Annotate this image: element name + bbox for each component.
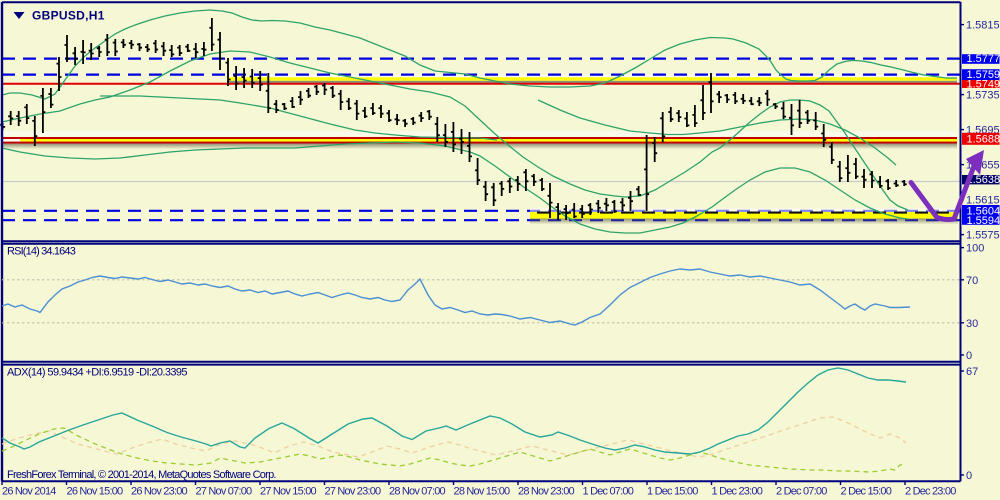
svg-text:100: 100 (966, 243, 984, 255)
svg-text:28 Nov 15:00: 28 Nov 15:00 (454, 486, 511, 498)
svg-text:1 Dec 07:00: 1 Dec 07:00 (583, 486, 634, 498)
svg-text:1.5815: 1.5815 (966, 20, 1000, 32)
svg-text:1.5615: 1.5615 (966, 195, 1000, 207)
svg-text:1.5759: 1.5759 (967, 69, 1000, 81)
svg-text:1.5575: 1.5575 (966, 230, 1000, 242)
svg-text:1 Dec 23:00: 1 Dec 23:00 (712, 486, 763, 498)
svg-text:67: 67 (966, 366, 978, 378)
svg-text:70: 70 (966, 275, 978, 287)
svg-text:26 Nov 23:00: 26 Nov 23:00 (131, 486, 188, 498)
svg-text:RSI(14) 34.1643: RSI(14) 34.1643 (7, 246, 76, 258)
svg-text:0: 0 (966, 470, 972, 482)
svg-text:27 Nov 07:00: 27 Nov 07:00 (196, 486, 253, 498)
svg-text:26 Nov 15:00: 26 Nov 15:00 (67, 486, 124, 498)
svg-text:26 Nov 2014: 26 Nov 2014 (2, 486, 56, 498)
svg-text:30: 30 (966, 318, 978, 330)
svg-text:1.5749: 1.5749 (967, 78, 1000, 90)
svg-text:FreshForex Terminal, © 2001-20: FreshForex Terminal, © 2001-2014, MetaQu… (7, 469, 276, 481)
svg-text:2 Dec 23:00: 2 Dec 23:00 (905, 486, 956, 498)
svg-text:1.5604: 1.5604 (967, 205, 1000, 217)
svg-text:1 Dec 15:00: 1 Dec 15:00 (647, 486, 698, 498)
svg-text:1.5688: 1.5688 (967, 134, 1000, 146)
svg-text:28 Nov 23:00: 28 Nov 23:00 (518, 486, 575, 498)
svg-text:GBPUSD,H1: GBPUSD,H1 (32, 9, 105, 23)
svg-text:2 Dec 07:00: 2 Dec 07:00 (776, 486, 827, 498)
svg-text:ADX(14) 59.9434 +DI:6.9519 -DI: ADX(14) 59.9434 +DI:6.9519 -DI:20.3395 (7, 367, 187, 379)
svg-text:1.5638: 1.5638 (967, 174, 1000, 186)
svg-text:1.5735: 1.5735 (966, 90, 1000, 102)
svg-text:27 Nov 15:00: 27 Nov 15:00 (260, 486, 317, 498)
svg-text:28 Nov 07:00: 28 Nov 07:00 (389, 486, 446, 498)
svg-text:1.5594: 1.5594 (967, 215, 1000, 227)
svg-text:2 Dec 15:00: 2 Dec 15:00 (841, 486, 892, 498)
svg-text:27 Nov 23:00: 27 Nov 23:00 (325, 486, 382, 498)
svg-text:0: 0 (966, 350, 972, 362)
svg-text:1.5777: 1.5777 (967, 53, 1000, 65)
